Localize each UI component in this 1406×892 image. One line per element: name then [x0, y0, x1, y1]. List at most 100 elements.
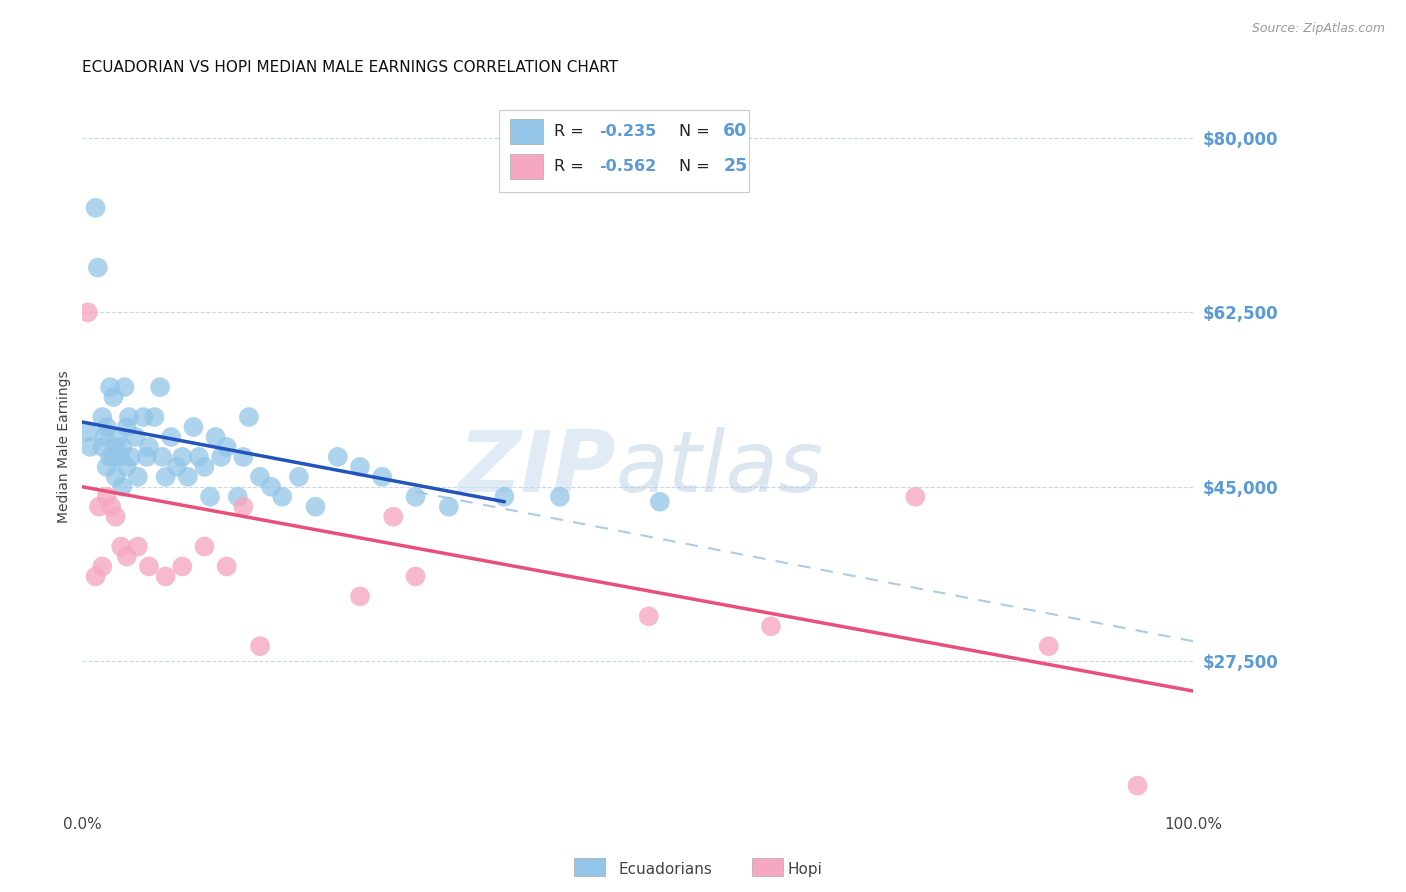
Point — [637, 609, 659, 624]
Point — [96, 459, 118, 474]
Point — [260, 480, 283, 494]
Point — [648, 494, 671, 508]
Point — [84, 201, 107, 215]
Point — [371, 470, 394, 484]
Point — [115, 420, 138, 434]
Point — [108, 450, 131, 464]
Point — [238, 410, 260, 425]
Point — [76, 425, 98, 439]
Point — [193, 459, 215, 474]
Point — [79, 440, 101, 454]
Text: R =: R = — [554, 124, 589, 139]
Point — [118, 410, 141, 425]
Point — [349, 590, 371, 604]
Point — [96, 490, 118, 504]
Text: Source: ZipAtlas.com: Source: ZipAtlas.com — [1251, 22, 1385, 36]
Point — [548, 490, 571, 504]
Point — [249, 470, 271, 484]
Point — [437, 500, 460, 514]
Point — [166, 459, 188, 474]
Point — [232, 450, 254, 464]
Point — [160, 430, 183, 444]
Point — [138, 440, 160, 454]
Point — [84, 569, 107, 583]
Point — [405, 490, 427, 504]
Point — [172, 450, 194, 464]
Point — [226, 490, 249, 504]
Point — [104, 509, 127, 524]
Point — [127, 470, 149, 484]
Point — [1038, 639, 1060, 653]
Point — [759, 619, 782, 633]
Point — [91, 440, 114, 454]
Point — [115, 549, 138, 564]
Text: -0.562: -0.562 — [599, 159, 657, 174]
Bar — [574, 858, 605, 876]
Point — [349, 459, 371, 474]
Point — [96, 420, 118, 434]
Point — [87, 500, 110, 514]
Point — [115, 459, 138, 474]
Point — [91, 559, 114, 574]
Point — [271, 490, 294, 504]
Point — [124, 430, 146, 444]
Y-axis label: Median Male Earnings: Median Male Earnings — [58, 370, 72, 524]
Point — [127, 540, 149, 554]
Point — [135, 450, 157, 464]
Text: N =: N = — [679, 159, 714, 174]
FancyBboxPatch shape — [510, 120, 543, 145]
Point — [138, 559, 160, 574]
Point — [100, 500, 122, 514]
Point — [204, 430, 226, 444]
Point — [132, 410, 155, 425]
Point — [288, 470, 311, 484]
Point — [155, 470, 177, 484]
Point — [111, 440, 134, 454]
Text: N =: N = — [679, 124, 714, 139]
Point — [172, 559, 194, 574]
Point — [87, 260, 110, 275]
Point — [110, 540, 132, 554]
Point — [155, 569, 177, 583]
Bar — [752, 858, 783, 876]
Point — [187, 450, 209, 464]
Text: Hopi: Hopi — [787, 863, 823, 877]
Point — [104, 440, 127, 454]
Point — [198, 490, 221, 504]
Point — [149, 380, 172, 394]
Point — [209, 450, 232, 464]
Point — [326, 450, 349, 464]
Text: 25: 25 — [723, 158, 748, 176]
Point — [111, 480, 134, 494]
Text: ECUADORIAN VS HOPI MEDIAN MALE EARNINGS CORRELATION CHART: ECUADORIAN VS HOPI MEDIAN MALE EARNINGS … — [83, 60, 619, 75]
Text: ZIP: ZIP — [458, 427, 616, 510]
Point — [104, 470, 127, 484]
Point — [1126, 779, 1149, 793]
Point — [93, 430, 115, 444]
Point — [76, 305, 98, 319]
Point — [183, 420, 205, 434]
Point — [143, 410, 166, 425]
Text: -0.235: -0.235 — [599, 124, 657, 139]
Point — [304, 500, 326, 514]
Point — [215, 440, 238, 454]
Point — [249, 639, 271, 653]
Point — [494, 490, 516, 504]
Point — [215, 559, 238, 574]
Point — [177, 470, 200, 484]
Point — [904, 490, 927, 504]
Point — [114, 380, 136, 394]
Point — [103, 390, 125, 404]
FancyBboxPatch shape — [510, 154, 543, 179]
Point — [107, 430, 129, 444]
Point — [405, 569, 427, 583]
Point — [120, 450, 142, 464]
Text: 60: 60 — [723, 122, 748, 140]
Point — [91, 410, 114, 425]
Point — [150, 450, 173, 464]
Text: R =: R = — [554, 159, 589, 174]
Point — [98, 450, 121, 464]
Text: atlas: atlas — [616, 427, 824, 510]
Point — [382, 509, 405, 524]
Point — [232, 500, 254, 514]
